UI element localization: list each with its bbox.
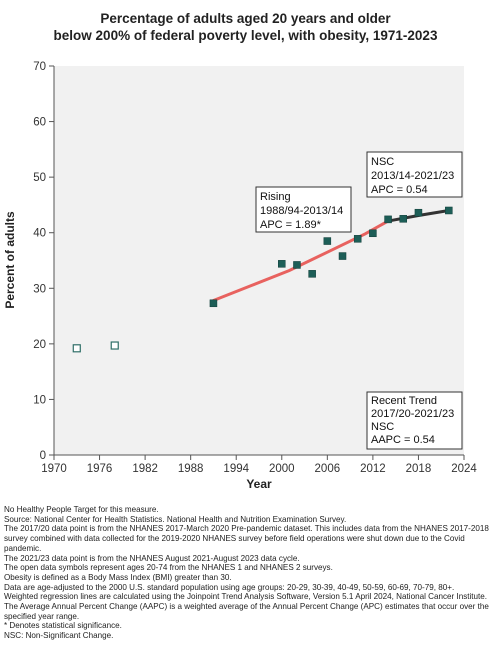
y-tick-label: 20: [33, 339, 46, 351]
footnotes: No Healthy People Target for this measur…: [4, 505, 489, 641]
x-tick-label: 2018: [406, 463, 432, 475]
x-tick-label: 1994: [223, 463, 249, 475]
annotation-nsc-line-1: NSC: [371, 156, 394, 168]
data-point: [369, 229, 377, 238]
note-line: Data are age-adjusted to the 2000 U.S. s…: [4, 582, 455, 592]
note-line: The open data symbols represent ages 20-…: [4, 563, 333, 573]
chart-title-line-1: Percentage of adults aged 20 years and o…: [100, 11, 391, 26]
x-axis-label: Year: [246, 477, 272, 491]
trend-line-rising: [211, 219, 390, 303]
annotation-nsc: NSC 2013/14-2021/23 APC = 0.54: [366, 151, 463, 198]
annotation-recent-line-3: NSC: [371, 421, 394, 433]
x-ticks: 1970 1976 1982 1988 1994 2000 2006 2012 2018 2024: [41, 455, 477, 475]
annotation-rising-box: [255, 186, 352, 233]
data-point: [293, 261, 301, 269]
note-line: Obesity is defined as a Body Mass Index …: [4, 572, 232, 582]
y-tick-label: 50: [33, 172, 46, 184]
y-tick-label: 60: [33, 117, 46, 129]
y-axis-label: Percent of adults: [3, 211, 17, 309]
x-tick-label: 2012: [360, 463, 386, 475]
note-line: No Healthy People Target for this measur…: [4, 505, 159, 514]
note-line: Weighted regression lines are calculated…: [4, 592, 488, 602]
y-ticks: 0 10 20 30 40 50 60 70: [33, 61, 54, 462]
y-tick-label: 0: [40, 450, 46, 462]
data-point: [414, 208, 423, 217]
x-tick-label: 1976: [87, 463, 113, 475]
annotation-nsc-line-2: 2013/14-2021/23: [371, 170, 454, 182]
open-data-points: [72, 341, 119, 353]
y-tick-label: 70: [33, 61, 46, 73]
data-point: [384, 215, 392, 224]
annotation-recent-line-1: Recent Trend: [371, 395, 437, 407]
annotation-rising: Rising 1988/94-2013/14 APC = 1.89*: [255, 186, 352, 233]
x-tick-label: 2006: [315, 463, 341, 475]
x-tick-label: 2000: [269, 463, 295, 475]
chart-title: Percentage of adults aged 20 years and o…: [0, 10, 491, 44]
annotation-rising-line-3: APC = 1.89*: [260, 219, 322, 231]
annotation-rising-line-1: Rising: [260, 191, 291, 203]
annotation-rising-line-2: 1988/94-2013/14: [260, 205, 343, 217]
data-point: [445, 206, 453, 215]
data-point-open: [110, 341, 119, 350]
data-point: [399, 215, 408, 223]
y-tick-label: 10: [33, 394, 46, 406]
data-point: [278, 260, 286, 268]
annotation-nsc-line-3: APC = 0.54: [371, 184, 428, 196]
annotation-recent-line-2: 2017/20-2021/23: [371, 408, 454, 420]
data-point: [209, 299, 218, 308]
x-tick-label: 2024: [451, 463, 477, 475]
note-line: The 2017/20 data point is from the NHANE…: [4, 524, 489, 553]
annotation-recent-trend: Recent Trend 2017/20-2021/23 NSC AAPC = …: [366, 391, 463, 450]
y-tick-label: 40: [33, 228, 46, 240]
data-point: [308, 270, 316, 278]
annotation-recent-line-4: AAPC = 0.54: [371, 434, 435, 446]
note-line: Source: National Center for Health Stati…: [4, 514, 347, 524]
annotation-nsc-box: [366, 151, 463, 198]
x-tick-label: 1988: [178, 463, 204, 475]
note-line: The 2021/23 data point is from the NHANE…: [4, 553, 300, 563]
note-line: The Average Annual Percent Change (AAPC)…: [4, 602, 489, 621]
data-point-open: [72, 344, 81, 353]
chart-area: 0 10 20 30 40 50 60 70 1970 1976 1982 1988 1994 2000…: [3, 61, 477, 491]
data-point: [338, 252, 347, 260]
plot-background: [54, 66, 464, 455]
note-line: * Denotes statistical significance.: [4, 621, 122, 631]
filled-data-points: [209, 206, 453, 308]
x-tick-label: 1982: [132, 463, 158, 475]
note-line: NSC: Non-Significant Change.: [4, 631, 114, 641]
data-point: [353, 235, 362, 243]
data-point: [323, 237, 332, 245]
annotation-recent-box: [366, 391, 463, 450]
y-tick-label: 30: [33, 283, 46, 295]
x-tick-label: 1970: [41, 463, 67, 475]
chart-title-line-2: below 200% of federal poverty level, wit…: [53, 28, 438, 43]
